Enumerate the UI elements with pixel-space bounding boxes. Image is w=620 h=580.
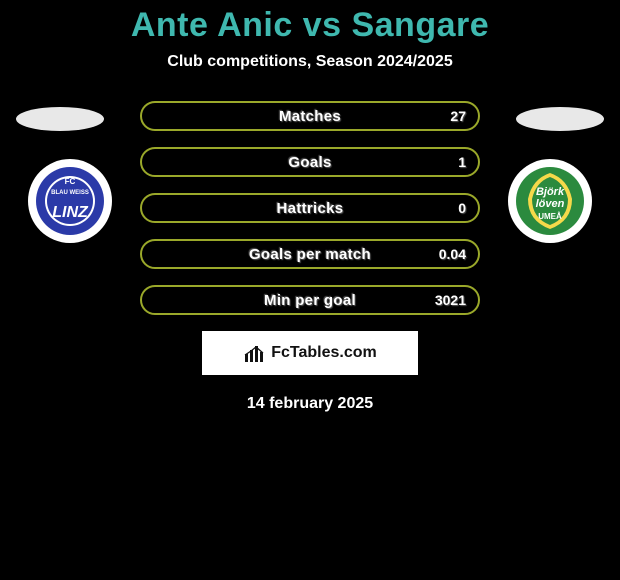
svg-text:LINZ: LINZ — [52, 204, 89, 221]
svg-text:UMEÅ: UMEÅ — [538, 212, 562, 221]
subtitle: Club competitions, Season 2024/2025 — [0, 53, 620, 71]
attribution-text: FcTables.com — [271, 344, 377, 362]
club-badge-right: Björk löven UMEÅ — [508, 159, 592, 243]
svg-text:BLAU WEISS: BLAU WEISS — [51, 190, 89, 196]
page-title: Ante Anic vs Sangare — [0, 6, 620, 45]
bjorkloven-badge-icon: Björk löven UMEÅ — [514, 165, 586, 237]
stat-label: Min per goal — [264, 292, 356, 309]
stat-label: Matches — [279, 108, 341, 125]
bar-chart-icon — [243, 342, 265, 364]
player-photo-placeholder-right — [516, 107, 604, 131]
stat-right-value: 1 — [458, 154, 466, 170]
stat-right-value: 27 — [450, 108, 466, 124]
stat-row-min-per-goal: Min per goal 3021 — [140, 285, 480, 315]
svg-text:FC: FC — [65, 177, 76, 186]
club-badge-left: FC BLAU WEISS LINZ — [28, 159, 112, 243]
svg-text:Björk: Björk — [536, 186, 565, 198]
stat-row-hattricks: Hattricks 0 — [140, 193, 480, 223]
attribution-box: FcTables.com — [202, 331, 418, 375]
main-area: FC BLAU WEISS LINZ Björk löven UMEÅ Matc… — [0, 101, 620, 413]
stat-label: Hattricks — [277, 200, 344, 217]
date-text: 14 february 2025 — [0, 395, 620, 413]
stats-table: Matches 27 Goals 1 Hattricks 0 Goals per… — [140, 101, 480, 315]
stat-row-matches: Matches 27 — [140, 101, 480, 131]
stat-right-value: 0 — [458, 200, 466, 216]
linz-badge-icon: FC BLAU WEISS LINZ — [34, 165, 106, 237]
stat-label: Goals per match — [249, 246, 371, 263]
stat-label: Goals — [288, 154, 331, 171]
stat-right-value: 0.04 — [439, 246, 466, 262]
stat-right-value: 3021 — [435, 292, 466, 308]
stat-row-goals: Goals 1 — [140, 147, 480, 177]
svg-text:löven: löven — [536, 198, 565, 210]
infographic-root: Ante Anic vs Sangare Club competitions, … — [0, 0, 620, 413]
player-photo-placeholder-left — [16, 107, 104, 131]
stat-row-goals-per-match: Goals per match 0.04 — [140, 239, 480, 269]
